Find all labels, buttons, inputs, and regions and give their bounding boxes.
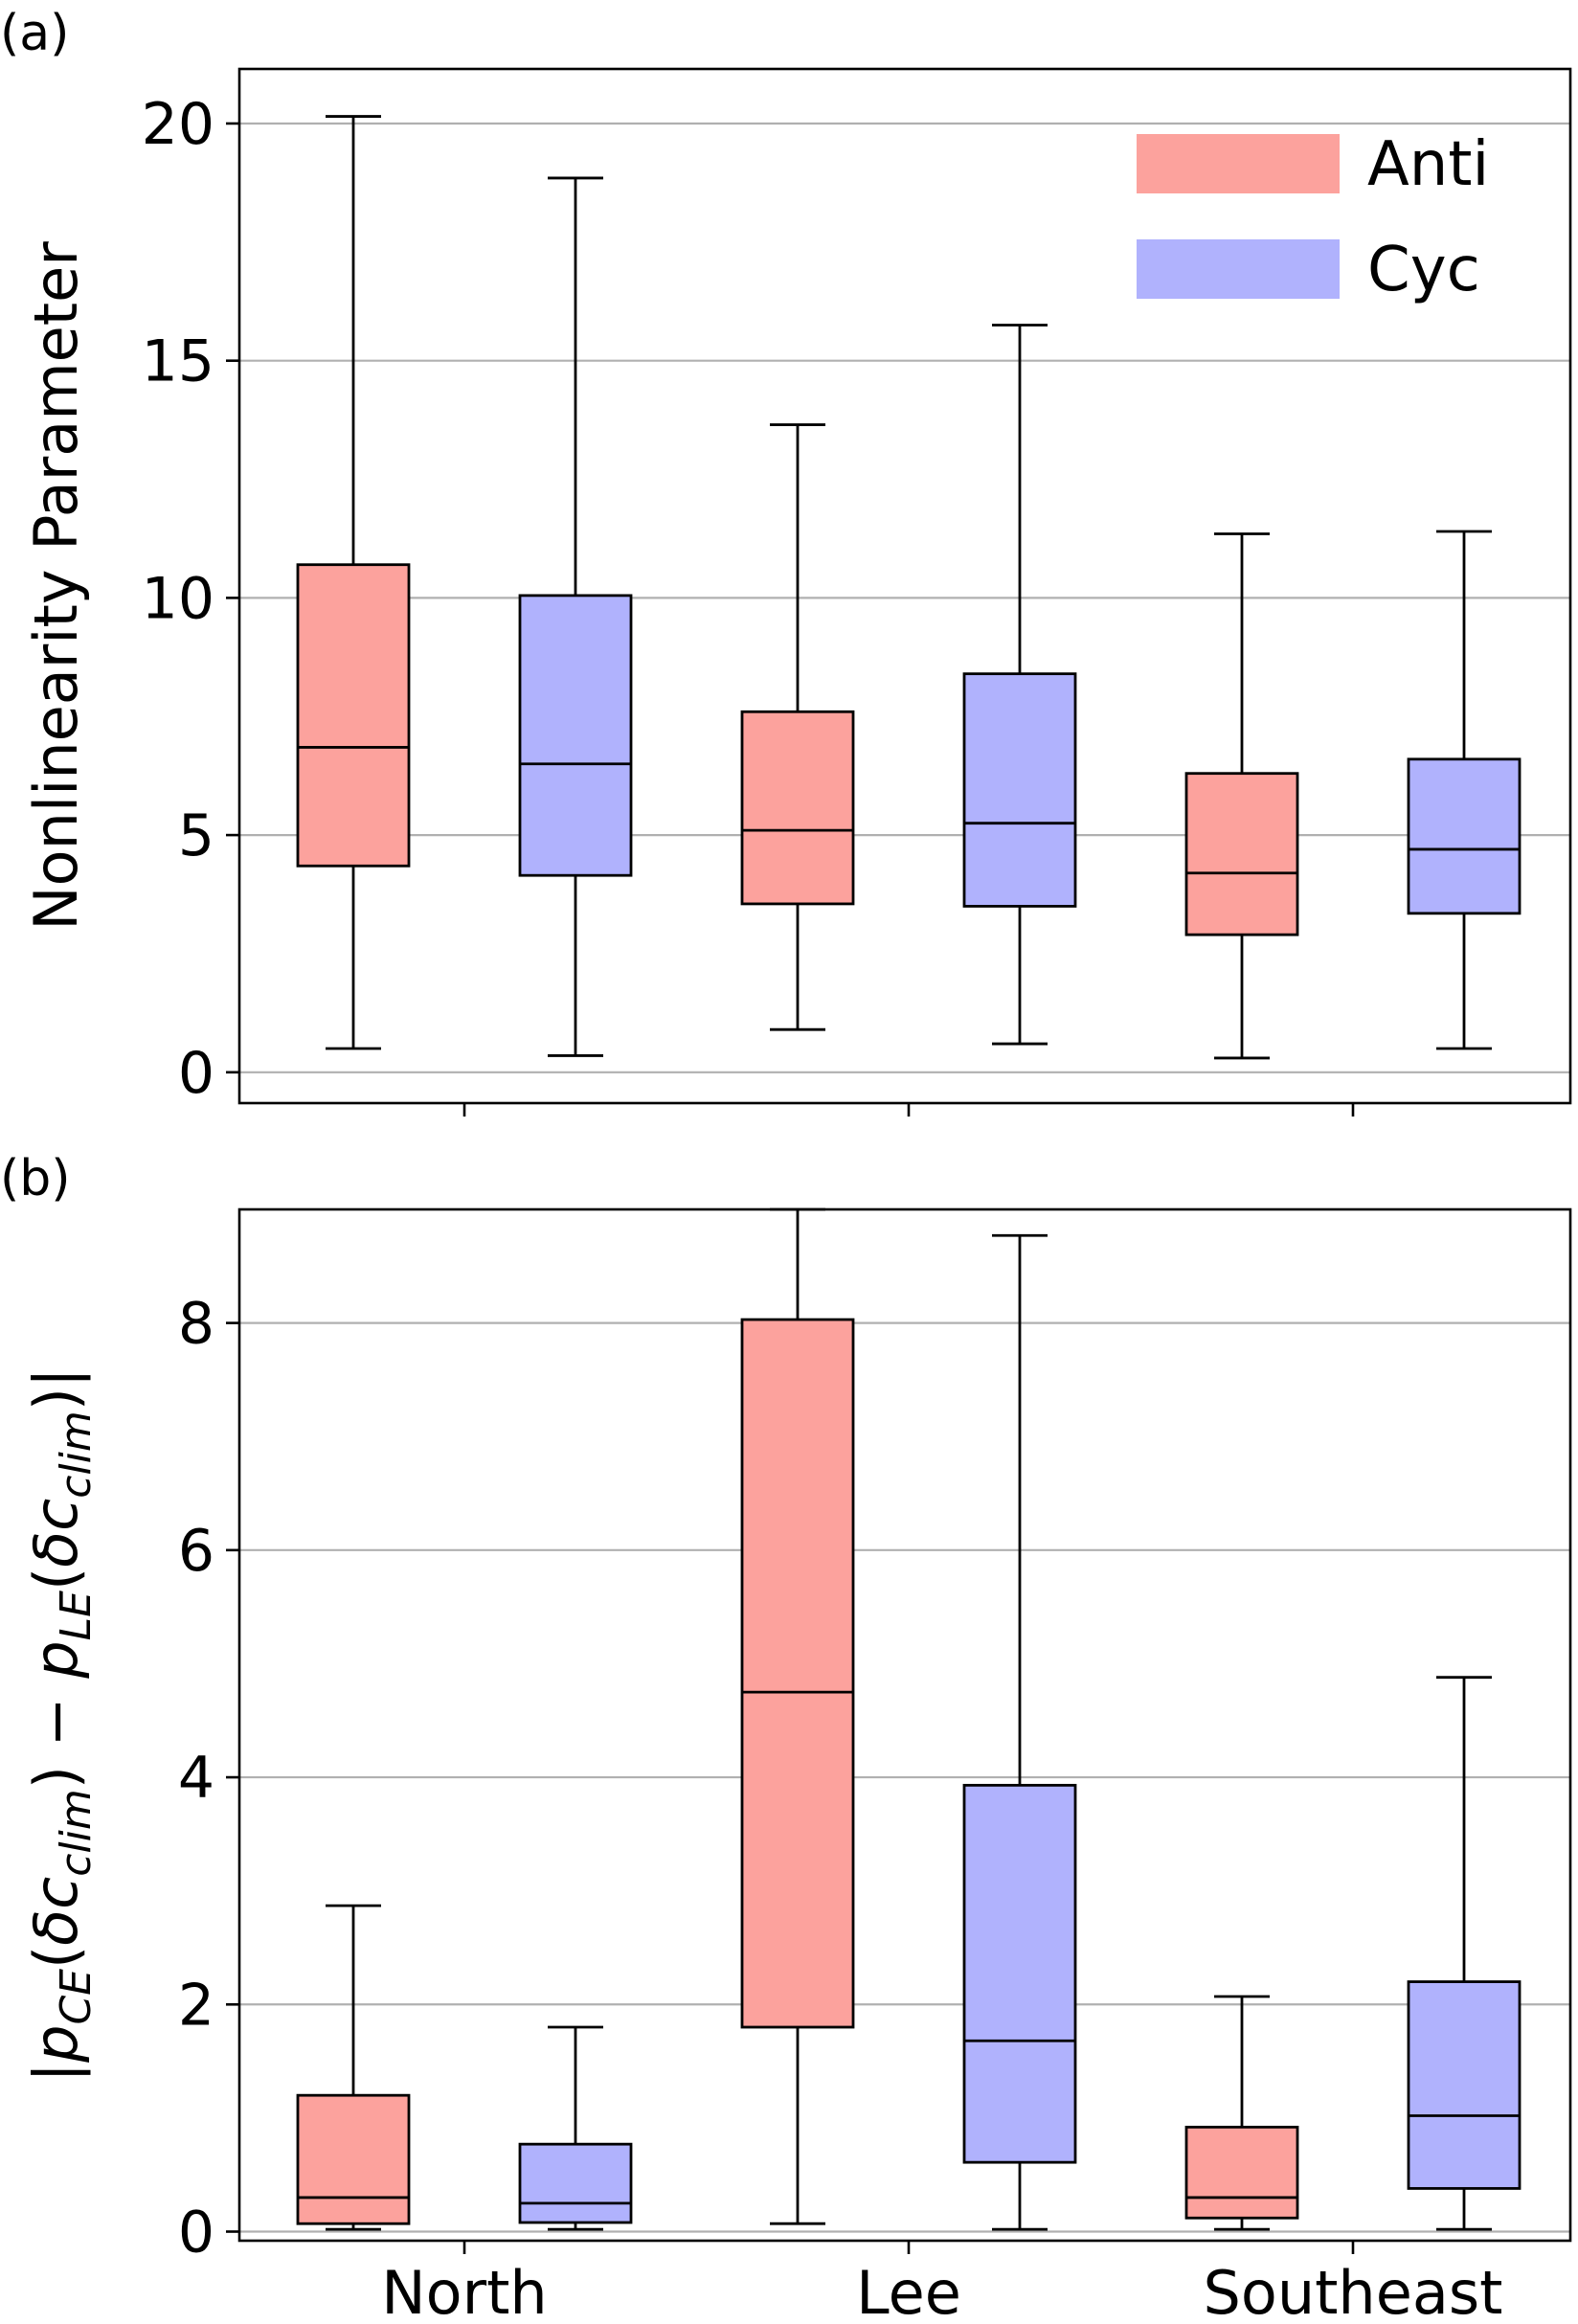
y-axis-label-part: CE — [52, 1969, 101, 2025]
y-axis-label-part: )| — [21, 1367, 92, 1410]
x-tick-label: Lee — [856, 2258, 961, 2324]
box-body — [962, 1783, 1077, 2164]
box-body — [740, 1318, 855, 2029]
box-cyc-southeast — [1407, 1676, 1522, 2231]
box-body — [518, 594, 633, 877]
y-axis-label-part: ) − — [21, 1679, 91, 1790]
legend: Anti Cyc — [1137, 129, 1489, 305]
panel-label: (b) — [0, 1150, 71, 1207]
box-body — [296, 2093, 411, 2225]
y-axis-label: |pCE(δcclim) − pLE(δcclim)| — [21, 1367, 101, 2083]
y-axis-label-part: ( — [21, 1946, 91, 1969]
box-body — [518, 2142, 633, 2224]
y-tick-label: 15 — [142, 328, 214, 395]
box-body — [1407, 1980, 1522, 2190]
box-anti-lee — [740, 423, 855, 1031]
y-tick-label: 8 — [178, 1291, 214, 1358]
y-axis-label: Nonlinearity Parameter — [21, 241, 91, 931]
box-cyc-north — [518, 176, 633, 1057]
box-body — [1407, 757, 1522, 915]
panel-b: 0 2 4 6 8 North Lee Southeast (b) |pCE(δcclim) − … — [0, 1150, 1572, 2324]
y-tick-label: 6 — [178, 1518, 214, 1585]
box-cyc-lee — [962, 1233, 1077, 2231]
y-axis-label-part: | — [21, 2063, 92, 2083]
box-anti-southeast — [1184, 1995, 1299, 2231]
box-anti-north — [296, 1904, 411, 2231]
axes-frame — [237, 1207, 1572, 2243]
box-body — [1184, 772, 1299, 936]
legend-swatch-cyc — [1137, 239, 1340, 299]
box-body — [740, 710, 855, 906]
box-anti-lee — [740, 1207, 855, 2225]
y-tick-label: 10 — [142, 565, 214, 632]
x-tick-label: Southeast — [1204, 2258, 1503, 2324]
box-body — [296, 563, 411, 868]
panel-a: 0 5 10 15 20 (a) Nonlinearity Parameter Anti Cyc — [0, 5, 1572, 1117]
box-cyc-lee — [962, 324, 1077, 1046]
axes-frame — [237, 67, 1572, 1105]
y-axis-label-part: clim — [52, 1789, 101, 1877]
box-body — [1184, 2125, 1299, 2220]
y-axis-label-part: δc — [21, 1877, 91, 1946]
box-anti-north — [296, 115, 411, 1050]
panel-label: (a) — [0, 5, 69, 62]
y-tick-label: 5 — [178, 802, 214, 869]
y-axis-label-part: p — [21, 2025, 91, 2064]
y-tick-label: 4 — [178, 1745, 214, 1812]
box-cyc-north — [518, 2025, 633, 2231]
y-axis-label-part: clim — [52, 1410, 101, 1499]
y-axis-label-part: p — [21, 1640, 91, 1679]
legend-label-anti: Anti — [1367, 129, 1489, 200]
box-body — [962, 672, 1077, 908]
legend-swatch-anti — [1137, 134, 1340, 193]
y-tick-label: 0 — [178, 2200, 214, 2267]
y-tick-label: 2 — [178, 1972, 214, 2039]
y-axis-label-part: ( — [21, 1568, 91, 1591]
box-cyc-southeast — [1407, 530, 1522, 1050]
y-axis-label-part: LE — [52, 1591, 101, 1641]
legend-label-cyc: Cyc — [1367, 235, 1480, 305]
y-tick-label: 20 — [142, 91, 214, 158]
y-axis-label-part: δc — [21, 1499, 91, 1568]
x-tick-label: North — [381, 2258, 547, 2324]
y-tick-label: 0 — [178, 1040, 214, 1107]
box-anti-southeast — [1184, 532, 1299, 1060]
